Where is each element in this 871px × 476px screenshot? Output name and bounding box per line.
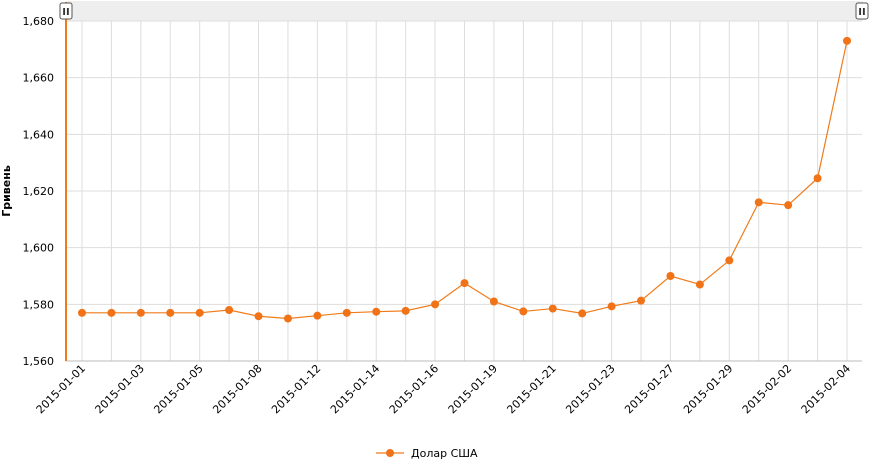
scrollbar-handles[interactable]: II II [59,2,869,20]
y-tick-label: 1,680 [23,15,55,28]
x-tick-label: 2015-01-03 [93,362,147,416]
y-tick-label: 1,560 [23,355,55,368]
data-point[interactable] [607,302,616,311]
data-point[interactable] [813,174,822,183]
data-point[interactable] [136,308,145,317]
data-point[interactable] [519,307,528,316]
scrollbar-track[interactable] [66,1,863,21]
x-tick-label: 2015-01-14 [328,362,382,416]
legend-point-marker [386,449,394,457]
range-scrollbar[interactable] [66,1,863,21]
y-tick-label: 1,640 [23,128,55,141]
data-point[interactable] [313,311,322,320]
left-range-handle[interactable]: II [59,2,73,20]
grid [66,20,862,362]
data-point[interactable] [578,309,587,318]
data-point[interactable] [78,308,86,317]
data-point[interactable] [283,314,292,323]
y-axis-title: Гривень [0,165,13,217]
y-tick-label: 1,620 [23,185,55,198]
x-tick-label: 2015-01-29 [681,362,735,416]
right-handle-glyph: II [858,7,865,18]
axes [65,2,862,362]
data-point[interactable] [225,306,234,314]
data-point[interactable] [431,300,440,309]
data-point[interactable] [695,280,704,289]
data-point[interactable] [107,308,116,317]
data-point[interactable] [460,279,469,288]
data-point[interactable] [843,36,851,45]
drag-handle-icon[interactable] [59,2,73,20]
series-doliar-ssha [78,36,851,323]
data-point[interactable] [401,306,410,315]
drag-handle-icon[interactable] [855,2,869,20]
x-tick-label: 2015-01-19 [446,362,500,416]
data-point[interactable] [754,198,763,207]
legend[interactable]: Долар США [376,447,478,460]
data-point[interactable] [372,307,381,316]
data-point[interactable] [166,308,175,317]
data-point[interactable] [342,308,351,317]
x-tick-label: 2015-02-02 [740,362,794,416]
x-tick-label: 2015-01-16 [387,362,441,416]
y-axis-ticks: 1,560 1,580 1,600 1,620 1,640 1,660 1,680 [23,15,55,368]
data-point[interactable] [254,312,263,321]
data-point[interactable] [548,304,557,313]
x-tick-label: 2015-01-12 [269,362,323,416]
x-tick-label: 2015-01-08 [210,362,264,416]
x-tick-label: 2015-01-21 [504,362,558,416]
y-tick-label: 1,660 [23,72,55,85]
x-tick-label: 2015-01-23 [563,362,617,416]
legend-item-label[interactable]: Долар США [411,447,478,460]
x-axis-ticks: 2015-01-01 2015-01-03 2015-01-05 2015-01-08… [34,362,853,416]
right-range-handle[interactable]: II [855,2,869,20]
x-tick-label: 2015-01-27 [622,362,676,416]
x-tick-label: 2015-02-04 [799,362,853,416]
data-point[interactable] [637,296,646,305]
x-tick-label: 2015-01-01 [34,362,88,416]
data-point[interactable] [666,272,675,280]
x-tick-label: 2015-01-05 [151,362,205,416]
data-point[interactable] [195,308,204,317]
data-point[interactable] [489,297,498,306]
data-point[interactable] [784,201,793,210]
left-handle-glyph: II [62,7,69,18]
data-point[interactable] [725,256,734,265]
y-tick-label: 1,600 [23,242,55,255]
y-tick-label: 1,580 [23,298,55,311]
